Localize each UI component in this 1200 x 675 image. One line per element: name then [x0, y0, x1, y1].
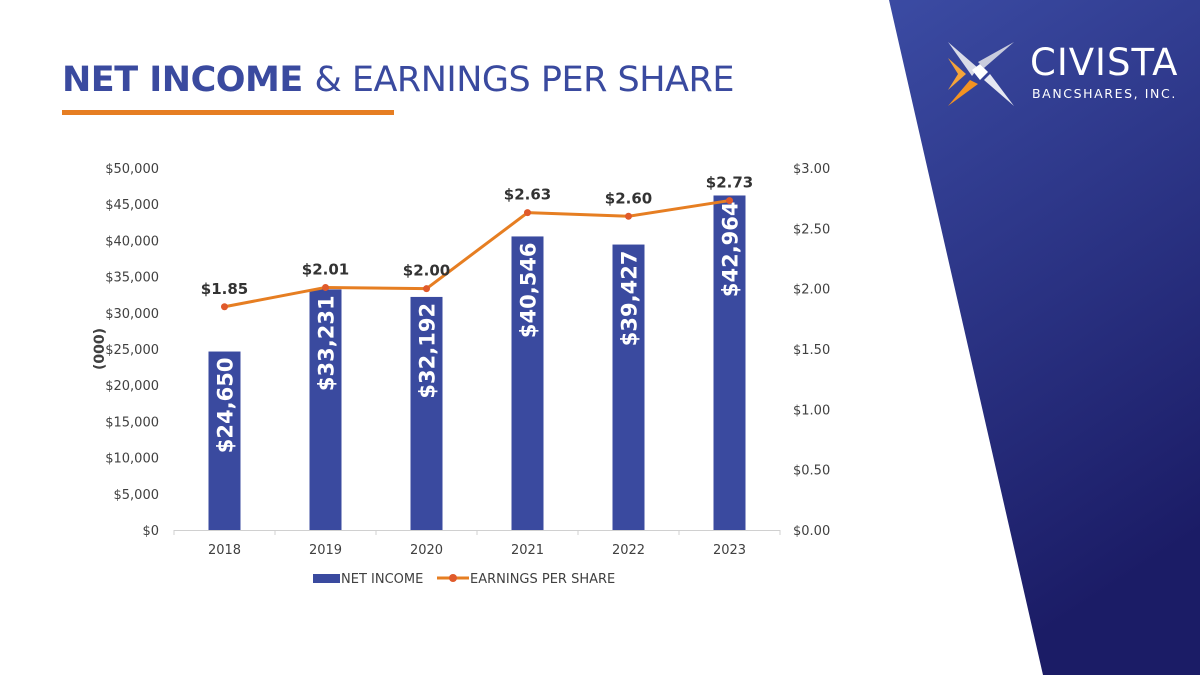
eps-value-label: $2.63 — [504, 186, 551, 204]
y-axis-ticks: $0 $5,000 $10,000 $15,000 $20,000 $25,000 $30,… — [105, 162, 159, 539]
page-title: NET INCOME & EARNINGS PER SHARE — [62, 60, 734, 100]
bar-2020 — [410, 296, 443, 530]
civista-logo-mark — [948, 42, 1014, 106]
eps-marker-2019 — [322, 283, 329, 291]
y-tick-label: $40,000 — [105, 234, 159, 249]
y-tick-label: $0 — [142, 524, 159, 539]
eps-marker-2020 — [423, 285, 430, 293]
eps-value-label: $2.73 — [706, 174, 753, 192]
bar-2019 — [309, 289, 342, 530]
bar-2018 — [208, 351, 241, 530]
legend-label-net-income: NET INCOME — [341, 572, 423, 587]
bar-labels: $24,650 $33,231 $32,192 $40,546 $39,427 $42,9… — [214, 201, 743, 453]
title-underline — [62, 110, 394, 115]
title-bold: NET INCOME — [62, 60, 303, 100]
logo-name: CIVISTA — [1030, 41, 1179, 84]
legend-swatch-eps-marker — [449, 574, 457, 582]
x-tick-label: 2021 — [511, 543, 544, 558]
title-rest: & EARNINGS PER SHARE — [314, 60, 734, 100]
bar-value-label: $32,192 — [416, 303, 440, 399]
bars — [208, 195, 746, 530]
y-tick-label: $15,000 — [105, 415, 159, 430]
eps-marker-2022 — [625, 212, 632, 220]
eps-value-label: $1.85 — [201, 280, 248, 298]
y2-tick-label: $2.00 — [793, 283, 830, 298]
legend: NET INCOME EARNINGS PER SHARE — [313, 572, 615, 587]
y2-tick-label: $1.00 — [793, 403, 830, 418]
legend-swatch-net-income — [313, 574, 340, 583]
y2-tick-label: $1.50 — [793, 343, 830, 358]
x-axis-ticks: 2018 2019 2020 2021 2022 2023 — [208, 543, 746, 558]
eps-value-label: $2.60 — [605, 189, 652, 207]
bar-value-label: $24,650 — [214, 358, 238, 454]
bar-2023 — [713, 195, 746, 530]
y2-tick-label: $2.50 — [793, 222, 830, 237]
y-tick-label: $20,000 — [105, 379, 159, 394]
bar-value-label: $40,546 — [517, 242, 541, 338]
y-tick-label: $35,000 — [105, 271, 159, 286]
eps-markers — [221, 197, 733, 311]
y-tick-label: $45,000 — [105, 198, 159, 213]
x-axis-tickmarks — [173, 530, 781, 535]
eps-marker-2018 — [221, 303, 228, 311]
logo-subtitle: BANCSHARES, INC. — [1032, 86, 1177, 101]
eps-marker-2023 — [726, 197, 733, 205]
y-axis-label: (000) — [92, 328, 108, 370]
x-tick-label: 2019 — [309, 543, 342, 558]
x-tick-label: 2022 — [612, 543, 645, 558]
eps-value-label: $2.01 — [302, 260, 349, 278]
y-tick-label: $10,000 — [105, 452, 159, 467]
legend-label-eps: EARNINGS PER SHARE — [470, 572, 615, 587]
y2-tick-label: $3.00 — [793, 162, 830, 177]
y2-axis-ticks: $0.00 $0.50 $1.00 $1.50 $2.00 $2.50 $3.00 — [793, 162, 830, 539]
bar-value-label: $33,231 — [315, 295, 339, 391]
bar-2022 — [612, 244, 645, 530]
bar-2021 — [511, 236, 544, 530]
y-tick-label: $30,000 — [105, 307, 159, 322]
x-tick-label: 2023 — [713, 543, 746, 558]
eps-line — [224, 199, 730, 309]
y-tick-label: $25,000 — [105, 343, 159, 358]
y2-tick-label: $0.00 — [793, 524, 830, 539]
eps-value-label: $2.00 — [403, 262, 450, 280]
y-tick-label: $50,000 — [105, 162, 159, 177]
eps-marker-2021 — [524, 209, 531, 217]
x-tick-label: 2018 — [208, 543, 241, 558]
x-tick-label: 2020 — [410, 543, 443, 558]
bar-value-label: $42,964 — [719, 201, 743, 297]
eps-labels: $1.85 $2.01 $2.00 $2.63 $2.60 $2.73 — [201, 174, 753, 298]
y2-tick-label: $0.50 — [793, 464, 830, 479]
y-tick-label: $5,000 — [114, 488, 160, 503]
bar-value-label: $39,427 — [618, 251, 642, 347]
